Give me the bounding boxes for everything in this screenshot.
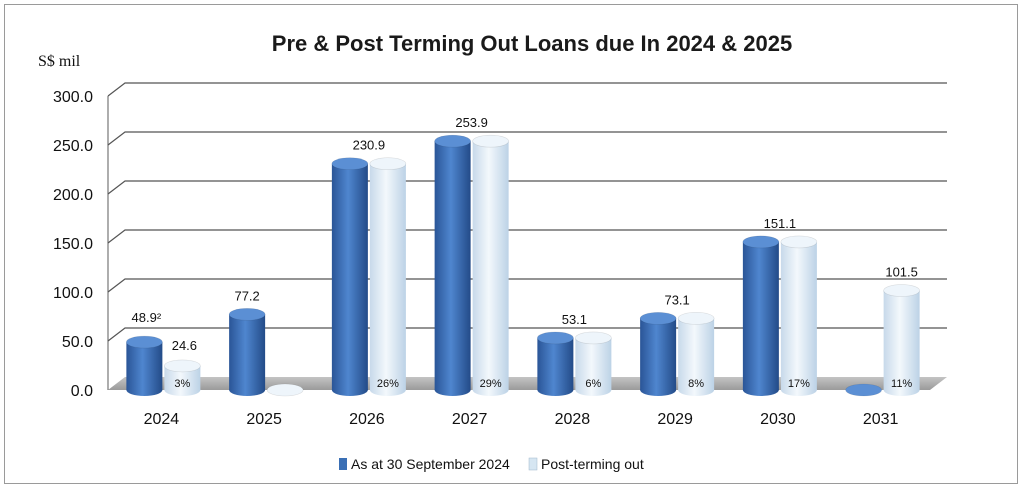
value-label: 230.9	[353, 138, 386, 153]
bar-post-2028	[575, 331, 612, 396]
chart-frame	[4, 4, 1018, 484]
value-label: 48.9²	[132, 310, 162, 325]
y-tick-label: 150.0	[53, 236, 93, 253]
percent-label: 17%	[788, 378, 810, 390]
bar-as-at-2029	[639, 312, 677, 396]
gridline	[107, 131, 947, 146]
y-tick-label: 100.0	[53, 285, 93, 302]
x-tick-label: 2025	[246, 411, 282, 428]
legend: As at 30 September 2024 Post-terming out	[339, 456, 644, 472]
bars: 48.9² 24.6 3% 77.2 230.9 26% 253.9 29% 53.1 6% 73.…	[126, 115, 920, 397]
legend-swatch-post	[528, 457, 538, 471]
bar-as-at-2030	[742, 235, 780, 396]
y-axis-ticks: 0.0 50.0 100.0 150.0 200.0 250.0 300.0	[53, 89, 93, 400]
bar-post-2030	[780, 235, 818, 396]
gridline	[107, 229, 947, 244]
value-label: 253.9	[455, 115, 488, 130]
value-label: 151.1	[764, 216, 797, 231]
y-tick-label: 0.0	[71, 383, 93, 400]
value-label: 101.5	[885, 265, 918, 280]
bar-post-2024	[164, 359, 201, 396]
legend-label-post: Post-terming out	[541, 456, 644, 472]
value-label: 24.6	[172, 338, 197, 353]
bar-post-2025	[266, 383, 304, 397]
bar-as-at-2027	[434, 134, 471, 396]
value-label: 73.1	[664, 292, 689, 307]
y-axis-unit-label: S$ mil	[38, 53, 81, 70]
gridline	[107, 180, 947, 195]
gridline	[107, 82, 947, 97]
value-label: 53.1	[562, 312, 587, 327]
value-label: 77.2	[234, 288, 259, 303]
bar-post-2029	[677, 312, 715, 396]
chart-floor	[108, 377, 947, 390]
percent-label: 8%	[688, 378, 704, 390]
legend-label-as-at: As at 30 September 2024	[351, 456, 510, 472]
bar-as-at-2025	[228, 308, 266, 396]
x-axis-ticks: 2024 2025 2026 2027 2028 2029 2030 2031	[144, 411, 899, 428]
bar-post-2027	[472, 134, 509, 396]
bar-as-at-2024	[126, 335, 163, 396]
percent-label: 26%	[377, 378, 399, 390]
y-tick-label: 50.0	[62, 334, 93, 351]
x-tick-label: 2029	[657, 411, 693, 428]
x-tick-label: 2031	[863, 411, 899, 428]
x-tick-label: 2030	[760, 411, 796, 428]
x-tick-label: 2024	[144, 411, 180, 428]
gridline	[107, 278, 947, 293]
bar-as-at-2028	[537, 331, 574, 396]
legend-swatch-as-at	[339, 458, 347, 470]
chart-title: Pre & Post Terming Out Loans due In 2024…	[272, 31, 792, 56]
bar-as-at-2026	[331, 157, 369, 396]
percent-label: 6%	[585, 378, 601, 390]
x-tick-label: 2027	[452, 411, 488, 428]
percent-label: 29%	[480, 378, 502, 390]
percent-label: 11%	[891, 378, 912, 390]
gridlines	[107, 82, 947, 390]
y-tick-label: 200.0	[53, 187, 93, 204]
percent-label: 3%	[174, 378, 190, 390]
x-tick-label: 2028	[555, 411, 591, 428]
bar-post-2031	[883, 284, 920, 396]
y-tick-label: 300.0	[53, 89, 93, 106]
bar-as-at-2031	[845, 383, 882, 397]
y-tick-label: 250.0	[53, 138, 93, 155]
x-tick-label: 2026	[349, 411, 385, 428]
bar-post-2026	[369, 157, 407, 396]
